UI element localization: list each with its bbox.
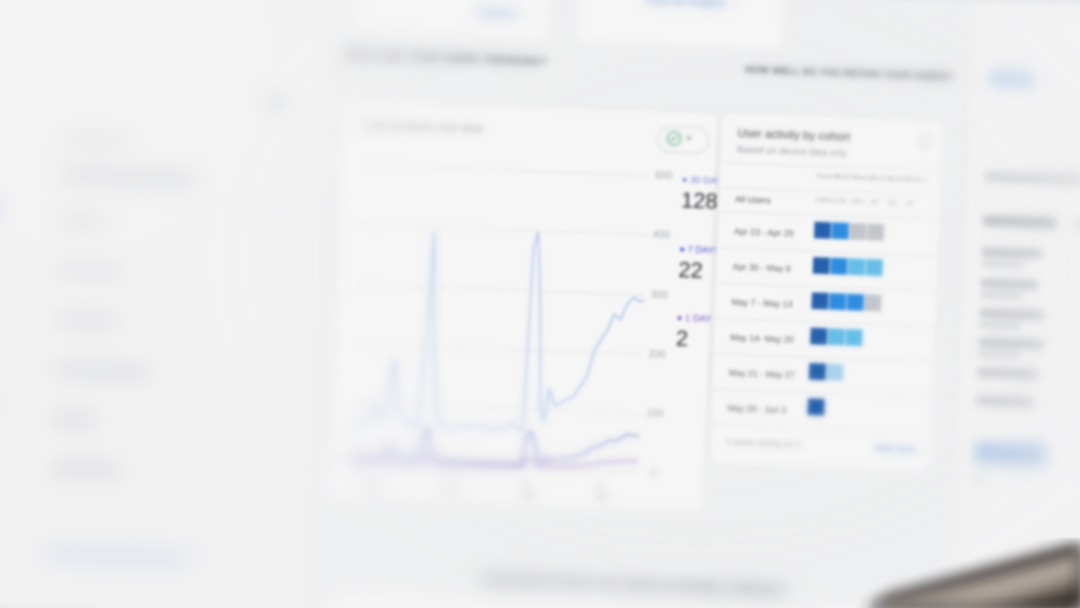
svg-text:i: i	[925, 137, 927, 146]
